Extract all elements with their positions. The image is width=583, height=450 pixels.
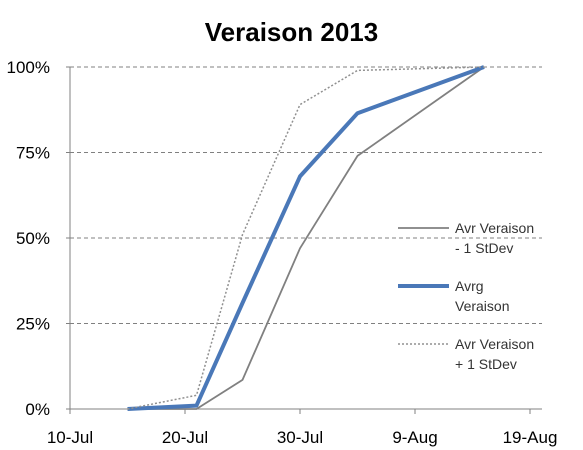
chart-title: Veraison 2013 <box>204 17 379 47</box>
y-tick-label-2: 50% <box>16 229 50 248</box>
y-tick-label-4: 100% <box>7 58 50 77</box>
y-tick-label-0: 0% <box>25 400 50 419</box>
series-line-0 <box>127 66 485 410</box>
series-line-1 <box>127 65 485 411</box>
legend-label-0-1: - 1 StDev <box>455 240 513 256</box>
y-tick-label-1: 25% <box>16 315 50 334</box>
x-tick-label-1: 20-Jul <box>162 428 208 447</box>
legend-label-1-1: Veraison <box>455 298 509 314</box>
legend-label-0-0: Avr Veraison <box>455 220 534 236</box>
x-tick-label-2: 30-Jul <box>277 428 323 447</box>
y-tick-label-3: 75% <box>16 144 50 163</box>
x-tick-label-0: 10-Jul <box>47 428 93 447</box>
x-tick-label-3: 9-Aug <box>392 428 437 447</box>
x-tick-label-4: 19-Aug <box>503 428 558 447</box>
legend-label-1-0: Avrg <box>455 278 484 294</box>
series-line-2 <box>127 66 485 410</box>
legend-label-2-1: + 1 StDev <box>455 356 517 372</box>
legend-label-2-0: Avr Veraison <box>455 336 534 352</box>
